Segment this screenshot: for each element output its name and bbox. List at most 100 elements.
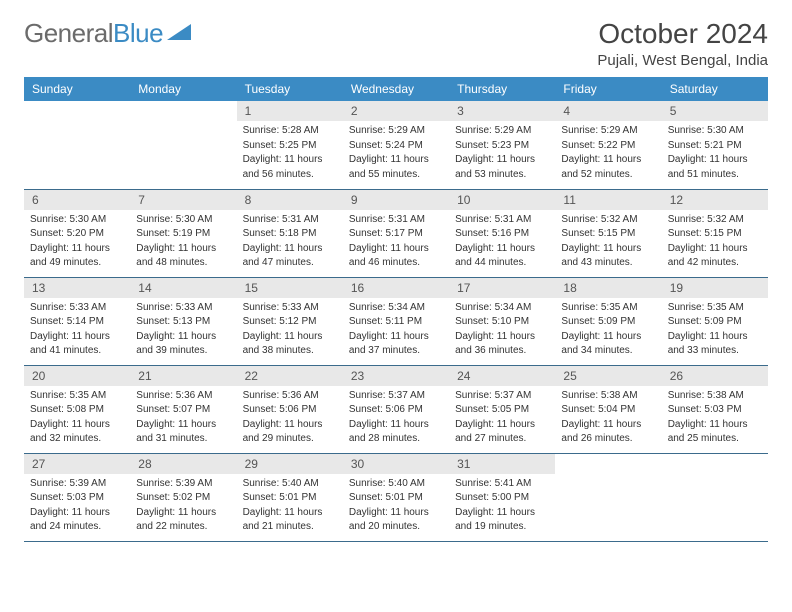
day-line: Sunset: 5:11 PM [349, 315, 443, 329]
calendar-cell: 10Sunrise: 5:31 AMSunset: 5:16 PMDayligh… [449, 189, 555, 277]
day-line: Sunrise: 5:39 AM [136, 477, 230, 491]
day-line: and 22 minutes. [136, 520, 230, 534]
day-number: 23 [343, 366, 449, 386]
day-number: 10 [449, 190, 555, 210]
calendar-cell: 16Sunrise: 5:34 AMSunset: 5:11 PMDayligh… [343, 277, 449, 365]
calendar-week-row: 27Sunrise: 5:39 AMSunset: 5:03 PMDayligh… [24, 453, 768, 541]
calendar-cell: 20Sunrise: 5:35 AMSunset: 5:08 PMDayligh… [24, 365, 130, 453]
day-line: Sunrise: 5:30 AM [136, 213, 230, 227]
logo-triangle-icon [167, 18, 193, 49]
day-line: Daylight: 11 hours [668, 242, 762, 256]
calendar-cell: 27Sunrise: 5:39 AMSunset: 5:03 PMDayligh… [24, 453, 130, 541]
day-line: Daylight: 11 hours [668, 418, 762, 432]
day-line: Daylight: 11 hours [561, 153, 655, 167]
day-line: Sunset: 5:22 PM [561, 139, 655, 153]
day-line: Sunrise: 5:35 AM [30, 389, 124, 403]
calendar-cell: 18Sunrise: 5:35 AMSunset: 5:09 PMDayligh… [555, 277, 661, 365]
day-line: Sunset: 5:17 PM [349, 227, 443, 241]
day-details: Sunrise: 5:31 AMSunset: 5:16 PMDaylight:… [449, 210, 555, 275]
day-line: Sunset: 5:00 PM [455, 491, 549, 505]
day-line: Sunset: 5:15 PM [668, 227, 762, 241]
day-details: Sunrise: 5:31 AMSunset: 5:18 PMDaylight:… [237, 210, 343, 275]
day-number: 27 [24, 454, 130, 474]
logo-text-1: General [24, 18, 113, 49]
day-details: Sunrise: 5:30 AMSunset: 5:19 PMDaylight:… [130, 210, 236, 275]
calendar-table: SundayMondayTuesdayWednesdayThursdayFrid… [24, 77, 768, 542]
day-line: Daylight: 11 hours [243, 418, 337, 432]
day-details: Sunrise: 5:29 AMSunset: 5:22 PMDaylight:… [555, 121, 661, 186]
day-line: Daylight: 11 hours [30, 418, 124, 432]
calendar-cell: 25Sunrise: 5:38 AMSunset: 5:04 PMDayligh… [555, 365, 661, 453]
day-line: and 27 minutes. [455, 432, 549, 446]
day-number: 17 [449, 278, 555, 298]
day-line: Sunrise: 5:29 AM [561, 124, 655, 138]
day-line: and 38 minutes. [243, 344, 337, 358]
calendar-cell: 14Sunrise: 5:33 AMSunset: 5:13 PMDayligh… [130, 277, 236, 365]
calendar-cell: 4Sunrise: 5:29 AMSunset: 5:22 PMDaylight… [555, 101, 661, 189]
day-line: Sunrise: 5:40 AM [349, 477, 443, 491]
day-details: Sunrise: 5:36 AMSunset: 5:06 PMDaylight:… [237, 386, 343, 451]
day-line: Sunrise: 5:39 AM [30, 477, 124, 491]
day-line: and 47 minutes. [243, 256, 337, 270]
day-line: Daylight: 11 hours [561, 330, 655, 344]
day-line: Sunset: 5:09 PM [561, 315, 655, 329]
calendar-cell [555, 453, 661, 541]
calendar-cell: 9Sunrise: 5:31 AMSunset: 5:17 PMDaylight… [343, 189, 449, 277]
day-line: Sunrise: 5:38 AM [561, 389, 655, 403]
day-line: Daylight: 11 hours [136, 418, 230, 432]
day-line: Sunrise: 5:35 AM [561, 301, 655, 315]
calendar-cell [24, 101, 130, 189]
day-details: Sunrise: 5:40 AMSunset: 5:01 PMDaylight:… [237, 474, 343, 539]
day-line: Daylight: 11 hours [349, 418, 443, 432]
day-number: 6 [24, 190, 130, 210]
day-line: and 49 minutes. [30, 256, 124, 270]
day-details: Sunrise: 5:32 AMSunset: 5:15 PMDaylight:… [662, 210, 768, 275]
day-line: Sunset: 5:06 PM [349, 403, 443, 417]
day-line: and 28 minutes. [349, 432, 443, 446]
day-number: 16 [343, 278, 449, 298]
day-line: and 37 minutes. [349, 344, 443, 358]
day-line: and 41 minutes. [30, 344, 124, 358]
day-line: Sunrise: 5:31 AM [455, 213, 549, 227]
day-details: Sunrise: 5:34 AMSunset: 5:11 PMDaylight:… [343, 298, 449, 363]
logo: GeneralBlue [24, 18, 193, 49]
day-line: Sunset: 5:13 PM [136, 315, 230, 329]
day-line: Daylight: 11 hours [30, 242, 124, 256]
day-line: Sunset: 5:12 PM [243, 315, 337, 329]
day-line: Sunrise: 5:30 AM [30, 213, 124, 227]
day-details: Sunrise: 5:35 AMSunset: 5:09 PMDaylight:… [555, 298, 661, 363]
day-line: Daylight: 11 hours [243, 506, 337, 520]
calendar-week-row: 20Sunrise: 5:35 AMSunset: 5:08 PMDayligh… [24, 365, 768, 453]
day-line: Sunset: 5:03 PM [30, 491, 124, 505]
day-line: Daylight: 11 hours [349, 330, 443, 344]
day-details: Sunrise: 5:40 AMSunset: 5:01 PMDaylight:… [343, 474, 449, 539]
day-line: Sunrise: 5:33 AM [243, 301, 337, 315]
day-number: 18 [555, 278, 661, 298]
calendar-week-row: 13Sunrise: 5:33 AMSunset: 5:14 PMDayligh… [24, 277, 768, 365]
day-number: 31 [449, 454, 555, 474]
day-line: Daylight: 11 hours [136, 330, 230, 344]
calendar-cell: 2Sunrise: 5:29 AMSunset: 5:24 PMDaylight… [343, 101, 449, 189]
day-line: Daylight: 11 hours [455, 330, 549, 344]
day-details: Sunrise: 5:35 AMSunset: 5:08 PMDaylight:… [24, 386, 130, 451]
weekday-header: Tuesday [237, 77, 343, 101]
day-line: Sunset: 5:01 PM [349, 491, 443, 505]
day-line: Sunrise: 5:31 AM [349, 213, 443, 227]
day-line: Daylight: 11 hours [455, 418, 549, 432]
day-line: Daylight: 11 hours [349, 506, 443, 520]
weekday-header: Monday [130, 77, 236, 101]
calendar-head: SundayMondayTuesdayWednesdayThursdayFrid… [24, 77, 768, 101]
day-line: Sunset: 5:02 PM [136, 491, 230, 505]
day-line: and 21 minutes. [243, 520, 337, 534]
day-line: Daylight: 11 hours [243, 242, 337, 256]
day-line: Sunrise: 5:38 AM [668, 389, 762, 403]
weekday-header: Thursday [449, 77, 555, 101]
day-details: Sunrise: 5:39 AMSunset: 5:02 PMDaylight:… [130, 474, 236, 539]
day-line: Daylight: 11 hours [668, 153, 762, 167]
day-line: Sunrise: 5:35 AM [668, 301, 762, 315]
day-line: Daylight: 11 hours [136, 506, 230, 520]
day-line: Sunrise: 5:32 AM [668, 213, 762, 227]
day-line: Daylight: 11 hours [455, 506, 549, 520]
day-line: Sunset: 5:07 PM [136, 403, 230, 417]
day-line: Daylight: 11 hours [243, 330, 337, 344]
